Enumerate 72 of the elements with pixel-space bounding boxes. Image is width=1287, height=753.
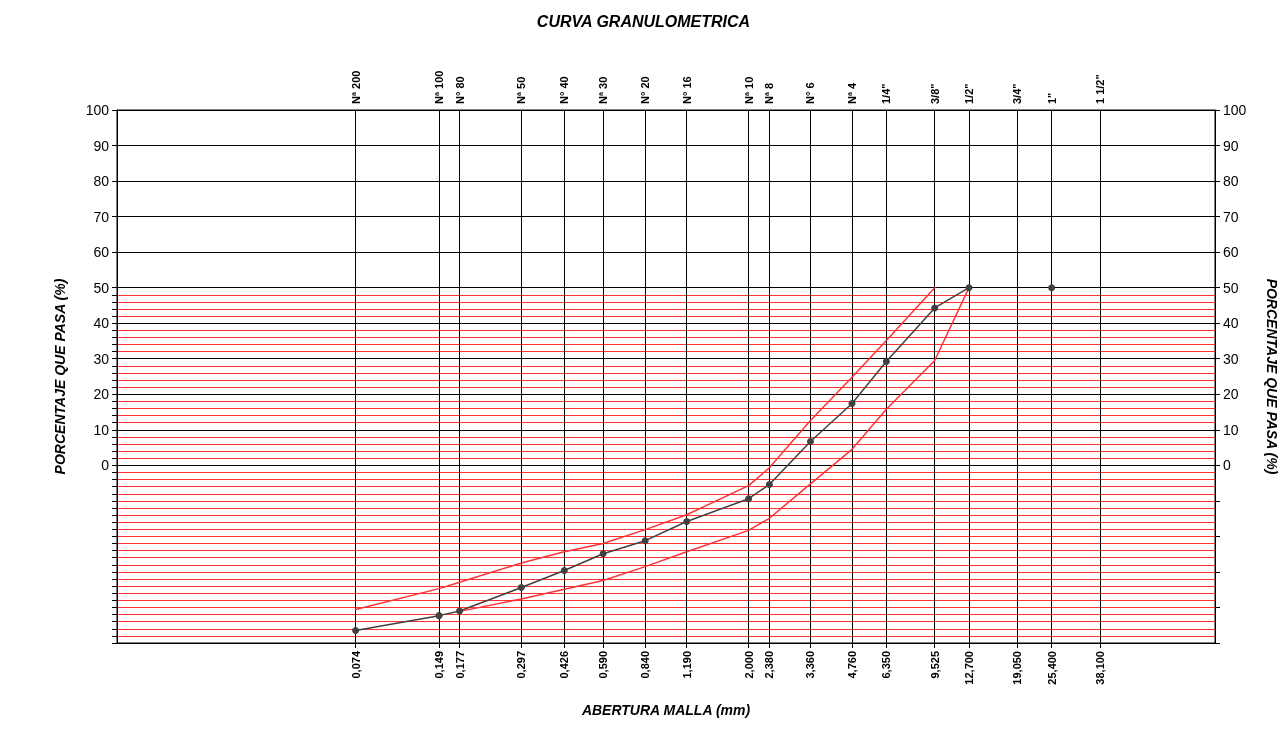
text: Nª 8 bbox=[763, 82, 776, 104]
text: 1/4" bbox=[880, 83, 893, 104]
point bbox=[806, 438, 814, 446]
y2-axis-title: PORCENTAJE QUE PASA (%) bbox=[1264, 278, 1280, 475]
text: Nª 30 bbox=[597, 76, 610, 104]
y2-tick-label: 90 bbox=[1223, 137, 1239, 154]
y-tick-label: 100 bbox=[85, 102, 110, 118]
x-tick-label: 38,100 bbox=[1093, 651, 1106, 685]
text: 3/8" bbox=[928, 83, 941, 104]
y-tick-label: 0 bbox=[101, 457, 110, 474]
y-tick-label: 50 bbox=[93, 279, 110, 296]
x-tick-label: 0,149 bbox=[433, 651, 446, 679]
point bbox=[765, 481, 773, 489]
y2-tick-label: 80 bbox=[1223, 173, 1239, 190]
text: 1 1/2" bbox=[1093, 74, 1106, 104]
point bbox=[848, 400, 856, 407]
x-tick-label: 1,190 bbox=[680, 651, 693, 679]
x-tick-label: 0,177 bbox=[453, 651, 466, 679]
y2-tick-label: 30 bbox=[1223, 350, 1239, 367]
x-tick-label: 3,360 bbox=[804, 651, 817, 679]
y2-tick-label: 40 bbox=[1223, 315, 1239, 332]
text: Nª 100 bbox=[433, 70, 446, 104]
text: Nª 50 bbox=[515, 76, 528, 104]
y2-tick-label: 60 bbox=[1223, 244, 1239, 261]
y2-tick-label: 0 bbox=[1223, 457, 1231, 474]
y2-tick-label: 50 bbox=[1223, 279, 1239, 296]
x-tick-label: 0,590 bbox=[597, 651, 610, 679]
point bbox=[560, 567, 568, 575]
text: N° 16 bbox=[680, 76, 693, 104]
x-tick-label: 9,525 bbox=[928, 651, 941, 679]
text: 1/2" bbox=[962, 83, 975, 104]
x-tick-label: 25,400 bbox=[1045, 651, 1058, 685]
text: 3/4" bbox=[1011, 83, 1024, 104]
point bbox=[931, 304, 939, 312]
text: N° 80 bbox=[453, 76, 466, 104]
text: N° 6 bbox=[804, 82, 817, 104]
text: 1" bbox=[1045, 92, 1058, 104]
y-tick-label: 70 bbox=[93, 208, 110, 225]
y2-tick-label: 20 bbox=[1223, 386, 1239, 403]
x-tick-label: 2,380 bbox=[763, 651, 776, 679]
x-tick-label: 4,760 bbox=[846, 651, 858, 679]
text: Nª 10 bbox=[742, 76, 755, 104]
point bbox=[517, 584, 525, 592]
point bbox=[599, 550, 607, 558]
chart-title: CURVA GRANULOMETRICA bbox=[536, 12, 751, 30]
y-tick-label: 60 bbox=[93, 244, 110, 261]
x-tick-label: 0,426 bbox=[558, 651, 571, 679]
y-tick-label: 10 bbox=[93, 421, 110, 438]
y-tick-label: 30 bbox=[93, 350, 110, 367]
y2-tick-label: 70 bbox=[1223, 208, 1239, 225]
point bbox=[641, 537, 649, 545]
x-tick-label: 6,350 bbox=[880, 651, 893, 679]
y-tick-label: 80 bbox=[93, 173, 110, 190]
x-tick-label: 12,700 bbox=[962, 651, 975, 685]
y2-tick-label: 100 bbox=[1223, 102, 1247, 118]
text: N° 20 bbox=[639, 76, 652, 104]
x-tick-label: 0,840 bbox=[639, 651, 652, 679]
text: Nª 200 bbox=[349, 70, 362, 104]
point bbox=[435, 612, 443, 620]
y2-tick-label: 10 bbox=[1223, 421, 1239, 438]
text: N° 40 bbox=[558, 76, 571, 104]
x-tick-label: 2,000 bbox=[742, 651, 755, 679]
y-axis-title: PORCENTAJE QUE PASA (%) bbox=[52, 278, 68, 475]
y-tick-label: 40 bbox=[93, 315, 110, 332]
x-axis-title: ABERTURA MALLA (mm) bbox=[580, 702, 751, 718]
text: Nª 4 bbox=[846, 81, 858, 104]
x-tick-label: 0,074 bbox=[349, 650, 362, 679]
x-tick-label: 19,050 bbox=[1011, 651, 1024, 685]
x-tick-label: 0,297 bbox=[515, 651, 528, 679]
y-tick-label: 20 bbox=[93, 386, 110, 403]
point bbox=[683, 517, 691, 525]
y-tick-label: 90 bbox=[93, 137, 110, 154]
